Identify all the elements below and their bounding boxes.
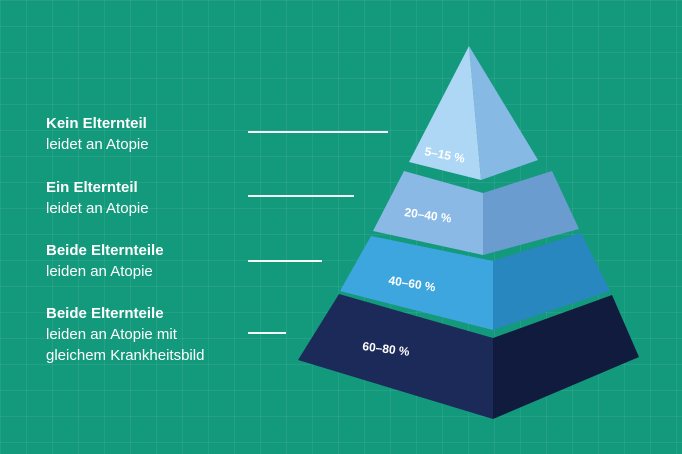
tier-4-description-line-1: leiden an Atopie mit: [46, 326, 177, 343]
tier-1-title: Kein Elternteil: [46, 115, 147, 132]
tier-3-connector: [248, 260, 322, 262]
tier-2-percent: 20–40 %: [404, 205, 453, 226]
tier-3-label: Beide Elternteile leiden an Atopie: [46, 240, 164, 282]
tier-1-description: leidet an Atopie: [46, 136, 149, 153]
tier-3-description: leiden an Atopie: [46, 263, 153, 280]
pyramid-tier-4: 60–80 %: [298, 294, 639, 419]
tier-4-label: Beide Elternteile leiden an Atopie mit g…: [46, 303, 204, 366]
tier-2-description: leidet an Atopie: [46, 200, 149, 217]
pyramid-tier-3: 40–60 %: [340, 233, 610, 330]
tier-2-connector: [248, 195, 354, 197]
tier-4-title: Beide Elternteile: [46, 305, 164, 322]
tier-2-label: Ein Elternteil leidet an Atopie: [46, 177, 149, 219]
pyramid-tier-1: 5–15 %: [409, 46, 538, 180]
tier-4-connector: [248, 332, 286, 334]
tier-1-label: Kein Elternteil leidet an Atopie: [46, 113, 149, 155]
tier-4-percent: 60–80 %: [362, 339, 411, 359]
tier-3-title: Beide Elternteile: [46, 242, 164, 259]
pyramid-tier-2: 20–40 %: [373, 171, 579, 255]
tier-4-description-line-2: gleichem Krankheitsbild: [46, 347, 205, 364]
tier-1-connector: [248, 131, 388, 133]
tier-2-title: Ein Elternteil: [46, 179, 138, 196]
